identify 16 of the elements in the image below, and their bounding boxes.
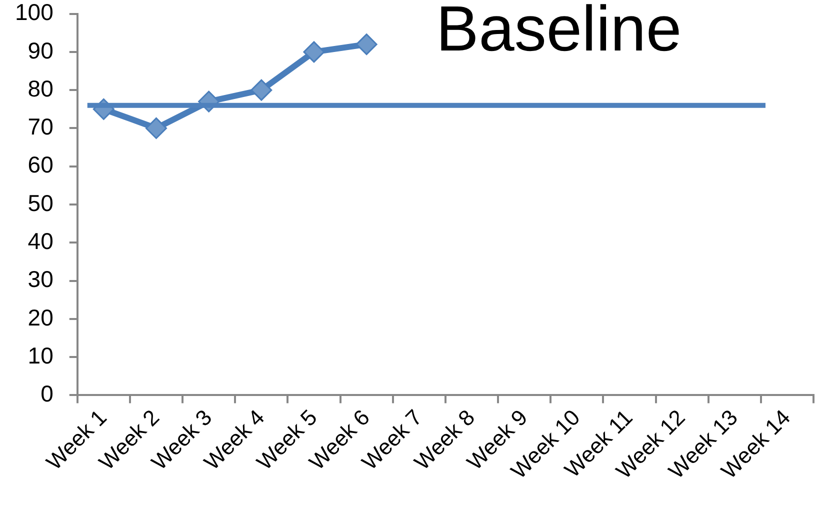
chart-title: Baseline (436, 0, 682, 65)
point (250, 79, 272, 101)
y-tick-label: 30 (28, 266, 54, 292)
y-tick-label: 40 (28, 228, 54, 254)
point (356, 34, 378, 56)
point (145, 117, 167, 139)
point (303, 41, 325, 63)
y-tick-label: 90 (28, 37, 54, 64)
y-tick-label: 50 (28, 190, 54, 216)
y-tick-label: 70 (28, 114, 54, 140)
y-tick-label: 100 (15, 0, 54, 26)
y-tick-label: 0 (40, 380, 54, 407)
y-tick-label: 10 (28, 342, 54, 368)
y-tick-label: 60 (28, 152, 54, 178)
y-tick-label: 80 (28, 75, 54, 102)
y-tick-label: 20 (28, 304, 54, 330)
